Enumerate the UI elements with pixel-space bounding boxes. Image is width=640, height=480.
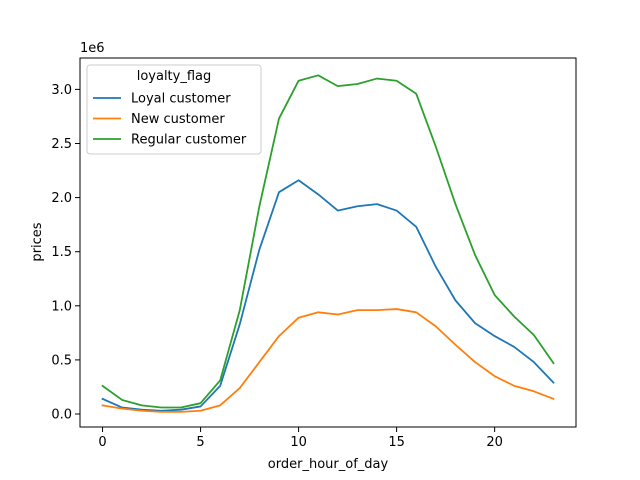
legend: loyalty_flag Loyal customer New customer R… xyxy=(86,64,262,155)
y-tick-label: 2.0 xyxy=(51,191,72,206)
legend-label-loyal-customer: Loyal customer xyxy=(131,92,231,107)
y-tick-label: 0.0 xyxy=(51,408,72,423)
y-offset-label: 1e6 xyxy=(80,41,105,56)
y-tick-label: 2.5 xyxy=(51,137,72,152)
x-axis-label: order_hour_of_day xyxy=(268,457,389,472)
y-tick-label: 1.5 xyxy=(51,245,72,260)
legend-label-regular-customer: Regular customer xyxy=(131,133,247,148)
y-axis-label: prices xyxy=(30,222,45,261)
y-tick-label: 0.5 xyxy=(51,353,72,368)
legend-label-new-customer: New customer xyxy=(131,112,225,127)
legend-entries: Loyal customer New customer Regular custom… xyxy=(93,92,247,148)
y-tick-label: 3.0 xyxy=(51,83,72,98)
x-tick-label: 5 xyxy=(196,435,204,450)
series-line-new-customer xyxy=(101,308,555,413)
series-line-loyal-customer xyxy=(101,179,555,412)
axis-ticks: 0 5 10 15 20 0.0 0.5 1.0 1.5 2.0 2.5 3.0 xyxy=(51,83,503,450)
x-tick-label: 10 xyxy=(290,435,307,450)
legend-box xyxy=(86,64,262,155)
legend-title: loyalty_flag xyxy=(137,69,212,84)
series-line-regular-customer xyxy=(101,74,555,409)
y-tick-label: 1.0 xyxy=(51,299,72,314)
plot-lines xyxy=(101,74,555,413)
x-tick-label: 0 xyxy=(98,435,106,450)
x-tick-label: 15 xyxy=(388,435,405,450)
x-tick-label: 20 xyxy=(486,435,503,450)
plot-area-frame xyxy=(79,57,577,428)
